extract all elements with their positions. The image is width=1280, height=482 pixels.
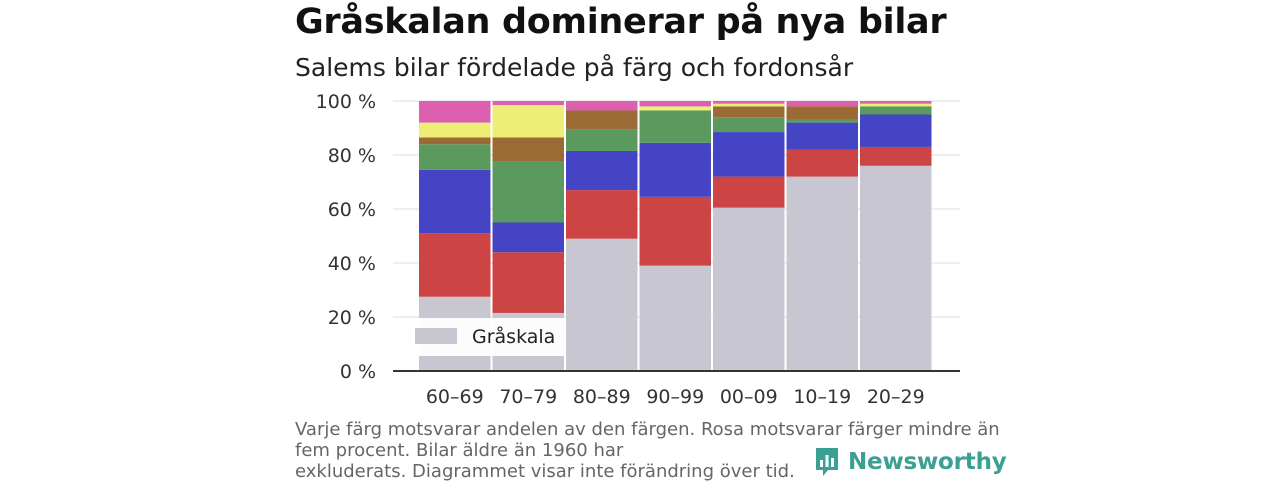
x-tick-label: 00–09	[720, 386, 778, 408]
chart-title: Gråskalan dominerar på nya bilar	[295, 2, 947, 42]
legend-label: Gråskala	[472, 325, 555, 348]
bar-segment	[786, 119, 858, 123]
bar-segment	[492, 105, 564, 138]
bar-segment	[860, 101, 932, 104]
bar-segment	[566, 238, 638, 371]
bar-segment	[492, 101, 564, 106]
bar-segment	[419, 122, 491, 138]
bar-segment	[713, 117, 785, 133]
bar-segment	[639, 196, 711, 266]
footnote-line-2: fem procent. Bilar äldre än 1960 har	[295, 440, 624, 461]
x-tick-label: 10–19	[793, 386, 851, 408]
bar-segment	[639, 265, 711, 371]
bar-segment	[860, 165, 932, 371]
y-tick-label: 100 %	[316, 91, 376, 113]
bar-segment	[860, 103, 932, 107]
bar-segment	[786, 122, 858, 150]
x-axis-ticks: 60–69 70–79 80–89 90–99 00–09 10–19 20–29	[426, 386, 925, 408]
bar-segment	[492, 252, 564, 313]
bar-segment	[786, 106, 858, 120]
bar-segment	[419, 101, 491, 123]
bar-segment	[786, 101, 858, 107]
y-tick-label: 60 %	[328, 199, 376, 221]
bar-segment	[713, 103, 785, 107]
bar-segment	[639, 142, 711, 197]
bar-segment	[786, 176, 858, 371]
bar-segment	[492, 137, 564, 162]
bar-segment	[639, 101, 711, 107]
chart-subtitle: Salems bilar fördelade på färg och fordo…	[295, 53, 854, 82]
bar-segment	[860, 114, 932, 147]
bar-segment	[419, 233, 491, 297]
bar-segment	[419, 144, 491, 170]
bar-segment	[566, 110, 638, 130]
newsworthy-logo-icon	[816, 448, 838, 476]
bar-segment	[566, 150, 638, 191]
footnote-line-3: exkluderats. Diagrammet visar inte förän…	[295, 461, 795, 482]
bar-segment	[713, 207, 785, 371]
bar-segment	[492, 161, 564, 223]
bar-segment	[492, 222, 564, 253]
bar-segment	[713, 106, 785, 118]
x-tick-label: 90–99	[646, 386, 704, 408]
bar-segment	[860, 146, 932, 166]
y-tick-label: 40 %	[328, 253, 376, 275]
bar-segment	[566, 129, 638, 151]
bar-segment	[713, 176, 785, 208]
newsworthy-logo: Newsworthy	[814, 446, 1007, 478]
y-tick-label: 20 %	[328, 307, 376, 329]
bar-segment	[713, 132, 785, 177]
x-tick-label: 70–79	[499, 386, 557, 408]
bar-segment	[419, 169, 491, 234]
x-tick-label: 60–69	[426, 386, 484, 408]
y-tick-label: 0 %	[340, 361, 376, 383]
x-tick-label: 80–89	[573, 386, 631, 408]
newsworthy-brand: Newsworthy	[848, 449, 1007, 475]
y-tick-label: 80 %	[328, 145, 376, 167]
footnote-line-1: Varje färg motsvarar andelen av den färg…	[295, 419, 1000, 440]
footnote: Varje färg motsvarar andelen av den färg…	[295, 419, 1000, 482]
bar-segment	[713, 101, 785, 104]
bar-segment	[566, 190, 638, 239]
bar-segment	[786, 149, 858, 177]
bar-segment	[639, 106, 711, 111]
bar-segment	[639, 110, 711, 143]
x-tick-label: 20–29	[867, 386, 925, 408]
bar-segment	[860, 106, 932, 115]
y-axis-ticks: 0 % 20 % 40 % 60 % 80 % 100 %	[316, 91, 376, 383]
bar-segment	[419, 137, 491, 145]
legend-swatch	[415, 328, 457, 344]
bar-segment	[566, 101, 638, 111]
legend: Gråskala	[405, 318, 565, 356]
